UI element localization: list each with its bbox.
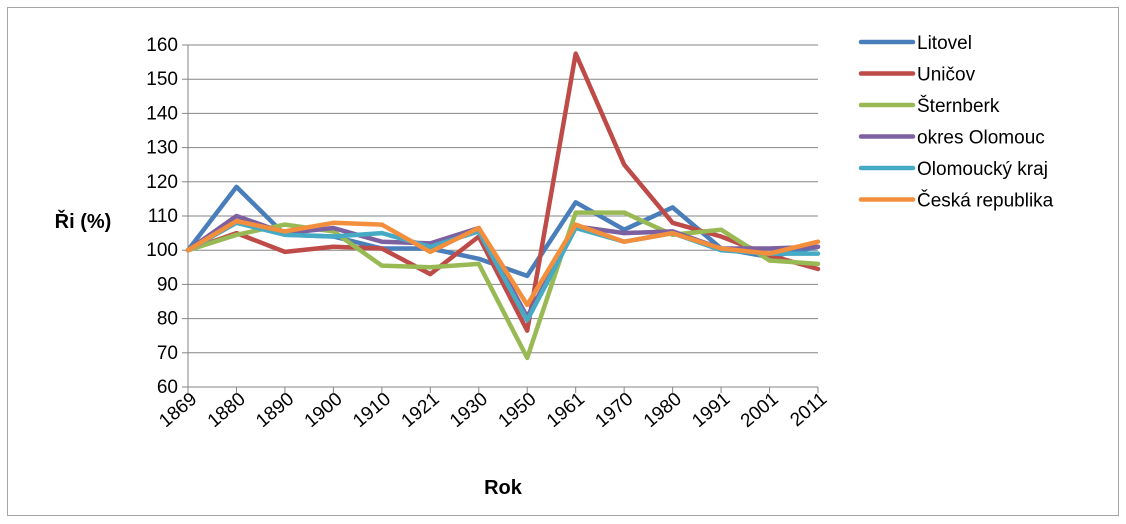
y-tick-label-120: 120: [146, 172, 178, 193]
series-line-5: [185, 218, 821, 308]
series-line-1: [185, 51, 821, 333]
y-tick-label-110: 110: [148, 206, 178, 227]
x-tick-label-1921: 1921: [398, 389, 444, 432]
legend-label-1: Uničov: [917, 65, 976, 86]
x-tick-label-1890: 1890: [252, 389, 298, 432]
y-tick-label-90: 90: [157, 274, 178, 295]
legend-label-2: Šternberk: [917, 95, 1000, 117]
y-tick-label-60: 60: [157, 377, 178, 398]
legend-label-5: Česká republika: [917, 190, 1054, 212]
x-tick-label-1970: 1970: [591, 389, 637, 432]
y-tick-label-70: 70: [157, 343, 178, 364]
x-tick-label-1880: 1880: [204, 389, 250, 432]
chart-frame: 60 70 80 90 100 110 120 130 140 150 160 1869 1880 189…: [7, 7, 1119, 516]
legend-label-3: okres Olomouc: [917, 128, 1045, 149]
x-tick-label-1980: 1980: [640, 389, 686, 432]
x-tick-label-1950: 1950: [495, 389, 541, 432]
y-tick-label-130: 130: [146, 138, 178, 159]
x-tick-label-1930: 1930: [446, 389, 492, 432]
x-tick-label-2011: 2011: [786, 389, 831, 431]
y-tick-label-100: 100: [146, 240, 178, 261]
y-tick-label-80: 80: [157, 309, 178, 330]
series-line-2: [185, 210, 821, 361]
x-tick-label-1991: 1991: [688, 389, 734, 432]
x-tick-label-2001: 2001: [737, 389, 783, 432]
legend-label-4: Olomoucký kraj: [917, 159, 1048, 180]
legend-label-0: Litovel: [917, 33, 972, 54]
y-tick-label-160: 160: [146, 35, 178, 56]
x-tick-label-1900: 1900: [301, 389, 347, 432]
x-axis-title: Rok: [484, 477, 523, 499]
x-tick-label-1910: 1910: [349, 389, 395, 432]
y-tick-label-140: 140: [146, 103, 178, 124]
y-axis-title: Ři (%): [55, 209, 112, 233]
y-tick-label-150: 150: [146, 69, 178, 90]
x-tick-label-1961: 1961: [543, 389, 589, 432]
